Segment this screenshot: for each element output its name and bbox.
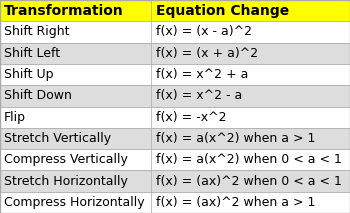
Text: Transformation: Transformation [4, 4, 123, 18]
Text: Equation Change: Equation Change [156, 4, 289, 18]
Text: Shift Right: Shift Right [4, 25, 69, 39]
Text: f(x) = x^2 - a: f(x) = x^2 - a [156, 89, 242, 102]
Text: Shift Left: Shift Left [4, 47, 60, 60]
Bar [0, 192, 350, 213]
Text: f(x) = (x - a)^2: f(x) = (x - a)^2 [156, 25, 252, 39]
Text: Shift Down: Shift Down [4, 89, 71, 102]
Text: f(x) = (x + a)^2: f(x) = (x + a)^2 [156, 47, 258, 60]
Text: Compress Horizontally: Compress Horizontally [4, 196, 144, 209]
Text: f(x) = -x^2: f(x) = -x^2 [156, 111, 226, 124]
Bar [0, 170, 350, 192]
Bar [0, 0, 350, 21]
Bar [0, 128, 350, 149]
Text: f(x) = (ax)^2 when a > 1: f(x) = (ax)^2 when a > 1 [156, 196, 315, 209]
Bar [0, 21, 350, 43]
Bar [0, 149, 350, 170]
Text: Flip: Flip [4, 111, 26, 124]
Text: Shift Up: Shift Up [4, 68, 53, 81]
Text: f(x) = (ax)^2 when 0 < a < 1: f(x) = (ax)^2 when 0 < a < 1 [156, 174, 342, 188]
Bar [0, 106, 350, 128]
Text: Stretch Horizontally: Stretch Horizontally [4, 174, 127, 188]
Bar [0, 43, 350, 64]
Text: Compress Vertically: Compress Vertically [4, 153, 127, 166]
Text: f(x) = a(x^2) when 0 < a < 1: f(x) = a(x^2) when 0 < a < 1 [156, 153, 342, 166]
Text: f(x) = a(x^2) when a > 1: f(x) = a(x^2) when a > 1 [156, 132, 315, 145]
Text: Stretch Vertically: Stretch Vertically [4, 132, 111, 145]
Text: f(x) = x^2 + a: f(x) = x^2 + a [156, 68, 248, 81]
Bar [0, 64, 350, 85]
Bar [0, 85, 350, 106]
